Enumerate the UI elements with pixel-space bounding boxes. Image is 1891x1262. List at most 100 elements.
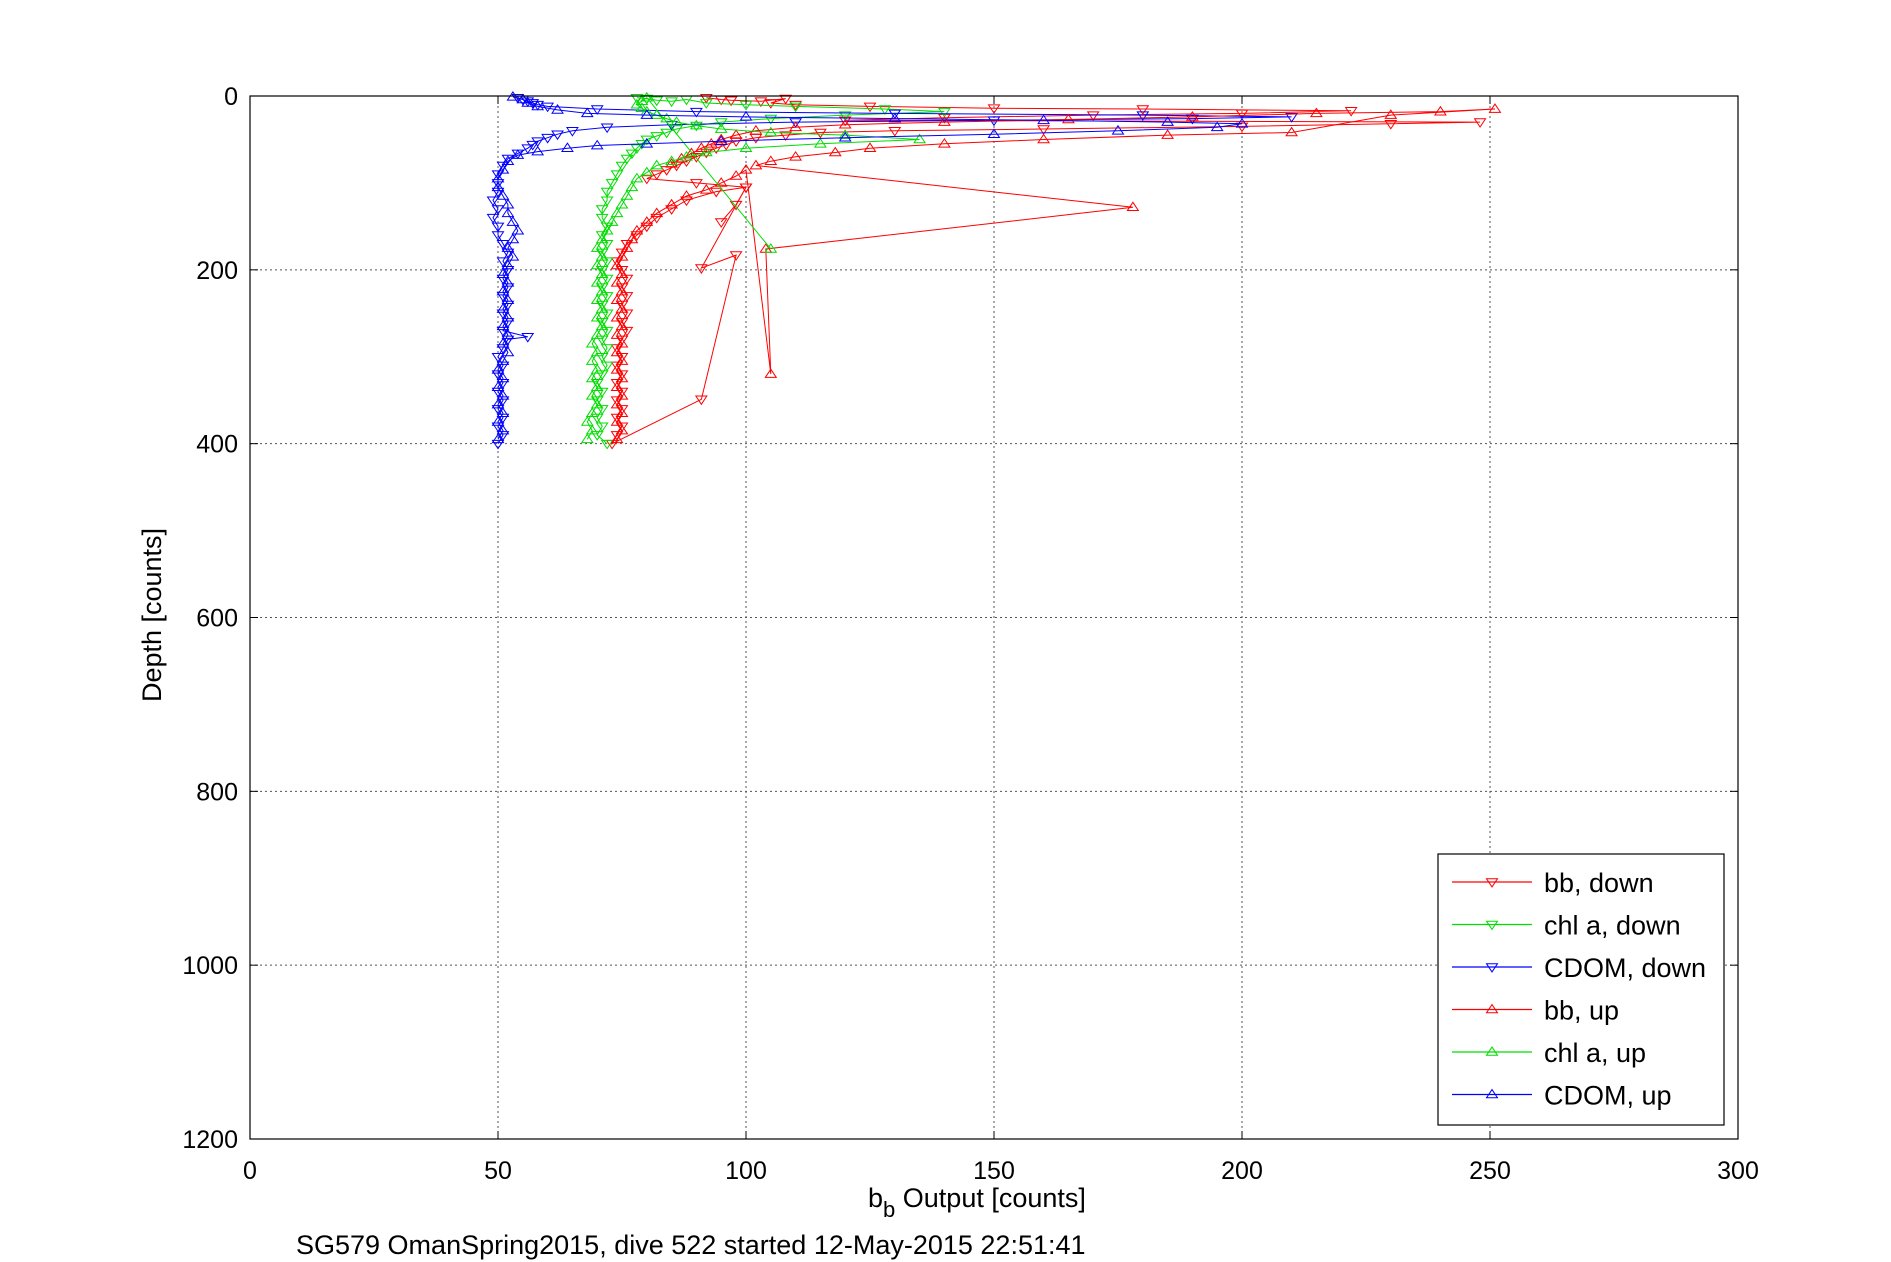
- x-tick-label: 250: [1469, 1157, 1511, 1185]
- x-tick-label: 0: [243, 1157, 257, 1185]
- data-point: [496, 337, 510, 348]
- data-point: [615, 320, 629, 331]
- data-point: [838, 131, 852, 142]
- data-point: [650, 170, 664, 181]
- data-point: [863, 142, 877, 152]
- data-point: [729, 129, 743, 139]
- data-point: [595, 248, 609, 259]
- data-point: [585, 407, 599, 418]
- data-point: [987, 128, 1001, 139]
- data-point: [630, 98, 644, 109]
- data-point: [739, 111, 753, 121]
- data-point: [600, 274, 614, 285]
- data-point: [739, 164, 753, 174]
- data-point: [813, 137, 827, 148]
- data-point: [699, 99, 713, 109]
- data-point: [600, 309, 614, 320]
- data-point: [600, 344, 614, 354]
- data-point: [590, 396, 604, 407]
- data-point: [1185, 114, 1199, 125]
- data-point: [704, 137, 718, 148]
- data-point: [580, 416, 594, 426]
- data-point: [610, 257, 624, 267]
- data-point: [496, 285, 510, 296]
- data-point: [595, 387, 609, 398]
- data-point: [615, 250, 629, 261]
- data-point: [595, 231, 609, 241]
- data-point: [749, 159, 763, 170]
- data-point: [665, 97, 679, 108]
- x-tick-label: 300: [1717, 1157, 1759, 1185]
- data-point: [506, 233, 520, 244]
- data-point: [838, 118, 852, 129]
- data-point: [660, 128, 674, 139]
- y-tick-label: 0: [224, 83, 238, 111]
- data-point: [491, 398, 505, 409]
- data-point: [595, 268, 609, 278]
- data-point: [580, 433, 594, 444]
- legend-marker: [1485, 1088, 1499, 1099]
- data-point: [501, 198, 515, 209]
- data-point: [590, 413, 604, 424]
- data-point: [749, 124, 763, 135]
- data-point: [1309, 107, 1323, 118]
- data-point: [789, 118, 803, 128]
- data-point: [615, 285, 629, 296]
- data-point: [595, 283, 609, 294]
- data-point: [789, 102, 803, 113]
- data-point: [516, 93, 530, 104]
- data-point: [1037, 125, 1051, 135]
- data-point: [739, 183, 753, 194]
- data-point: [610, 413, 624, 424]
- data-point: [585, 355, 599, 365]
- data-point: [729, 200, 743, 211]
- data-point: [620, 242, 634, 252]
- data-point: [595, 405, 609, 415]
- data-point: [491, 352, 505, 363]
- data-point: [615, 407, 629, 418]
- data-point: [561, 142, 574, 152]
- data-point: [689, 119, 703, 130]
- data-point: [501, 259, 515, 270]
- data-point: [491, 222, 505, 233]
- data-point: [665, 155, 679, 165]
- data-point: [590, 381, 604, 391]
- data-point: [1136, 111, 1150, 121]
- data-point: [1136, 105, 1150, 115]
- data-point: [680, 196, 693, 207]
- data-point: [496, 355, 510, 365]
- data-point: [709, 187, 723, 198]
- data-point: [595, 266, 609, 276]
- data-point: [595, 335, 609, 346]
- data-point: [491, 433, 505, 444]
- x-axis-label: bb Output [counts]: [868, 1183, 1086, 1222]
- data-point: [714, 118, 728, 128]
- data-point: [635, 102, 649, 112]
- data-point: [590, 398, 604, 409]
- data-point: [913, 133, 927, 144]
- data-point: [838, 111, 852, 121]
- data-point: [729, 251, 743, 261]
- data-point: [640, 109, 654, 119]
- data-point: [1111, 124, 1125, 135]
- data-point: [610, 346, 624, 357]
- legend-label: CDOM, down: [1544, 953, 1706, 983]
- data-point: [754, 97, 768, 108]
- data-point: [590, 363, 604, 374]
- data-point: [600, 196, 614, 207]
- data-point: [590, 294, 604, 305]
- data-point: [1285, 113, 1299, 123]
- data-point: [496, 303, 510, 313]
- data-point: [1488, 103, 1502, 113]
- data-point: [521, 144, 535, 155]
- data-point: [1086, 111, 1100, 121]
- data-point: [724, 96, 738, 107]
- data-point: [486, 213, 500, 224]
- data-point: [937, 113, 951, 124]
- data-point: [714, 135, 728, 145]
- data-point: [610, 416, 624, 426]
- y-tick-label: 1200: [182, 1126, 238, 1154]
- data-point: [610, 329, 624, 339]
- data-point: [496, 190, 510, 200]
